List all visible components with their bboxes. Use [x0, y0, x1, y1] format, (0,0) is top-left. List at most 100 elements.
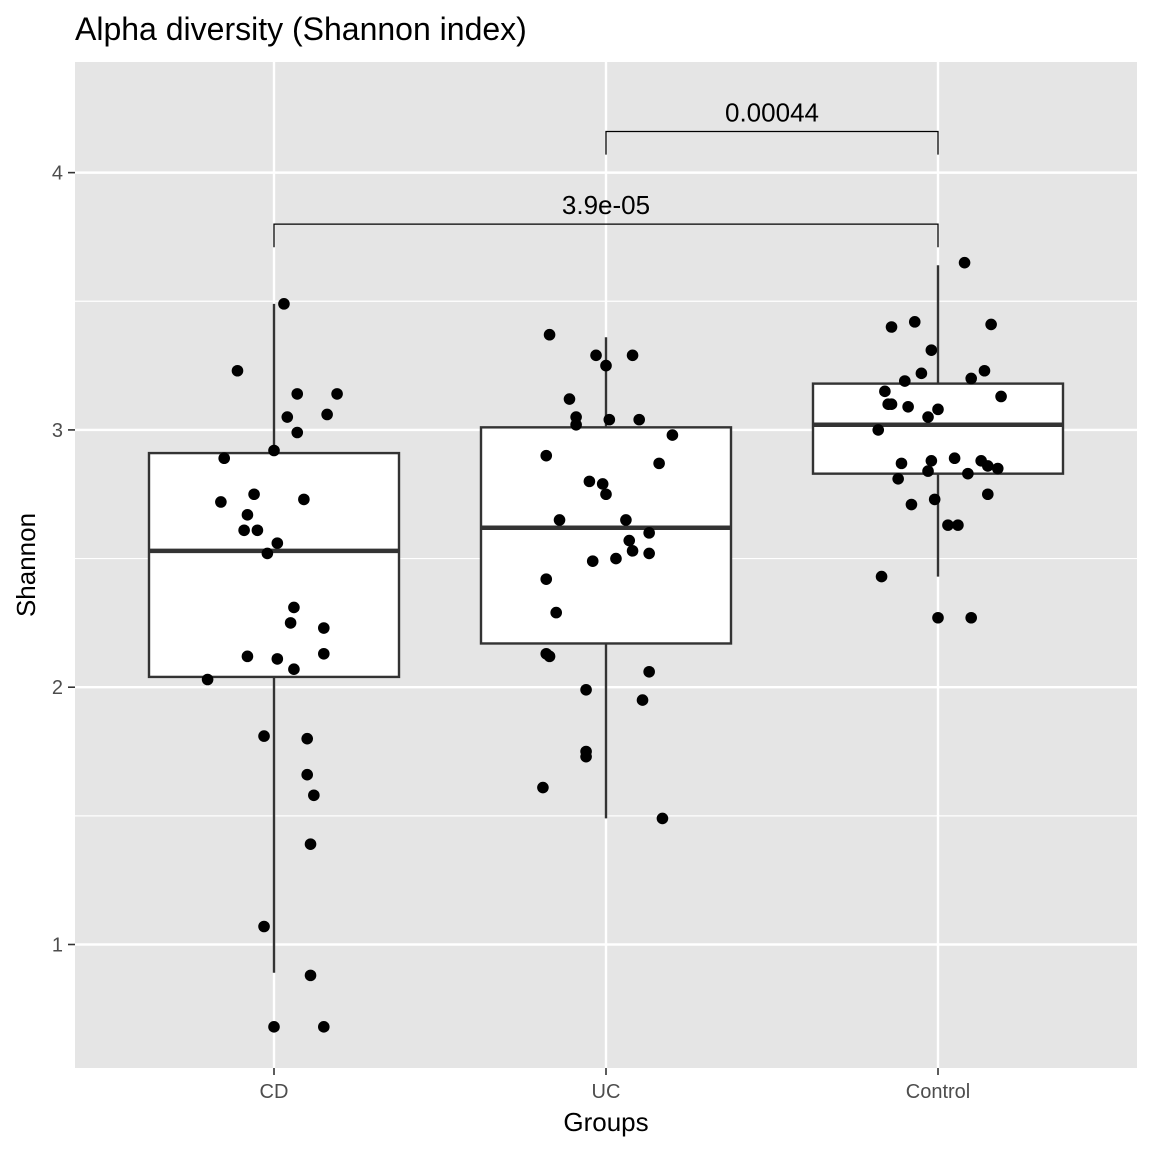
data-point: [288, 663, 300, 676]
data-point: [261, 547, 274, 560]
data-point: [643, 527, 655, 539]
data-point: [620, 514, 632, 526]
data-point: [925, 454, 938, 467]
data-point: [643, 665, 655, 678]
data-point: [885, 398, 898, 410]
data-point: [563, 393, 576, 405]
data-point: [268, 1021, 280, 1033]
data-point: [304, 969, 317, 982]
data-point: [304, 838, 317, 850]
data-point: [965, 372, 977, 385]
data-point: [248, 488, 260, 501]
data-point: [215, 496, 227, 508]
data-point: [872, 424, 885, 436]
data-point: [543, 328, 556, 341]
data-point: [318, 1021, 330, 1033]
data-point: [201, 673, 214, 686]
data-point: [982, 488, 994, 501]
data-point: [965, 611, 977, 624]
data-point: [540, 573, 553, 585]
y-tick-label: 3: [52, 420, 63, 442]
data-point: [633, 413, 645, 426]
data-point: [922, 465, 934, 477]
data-point: [600, 488, 612, 501]
data-point: [942, 519, 954, 531]
data-point: [268, 444, 280, 457]
data-point: [288, 601, 300, 614]
data-point: [915, 367, 928, 380]
data-point: [308, 789, 320, 802]
data-point: [899, 375, 911, 387]
data-point: [284, 617, 297, 629]
box: [811, 382, 1065, 475]
data-point: [902, 400, 914, 413]
data-point: [895, 457, 908, 470]
data-point: [925, 344, 938, 356]
data-point: [643, 547, 655, 560]
data-point: [251, 524, 264, 537]
data-point: [318, 622, 330, 634]
y-tick-label: 2: [52, 677, 63, 699]
data-point: [281, 411, 294, 423]
data-point: [271, 537, 284, 549]
y-tick-label: 4: [52, 163, 63, 185]
data-point: [241, 509, 254, 521]
data-point: [636, 694, 649, 706]
comparison-p-value: 3.9e-05: [562, 190, 650, 220]
data-point: [590, 349, 602, 362]
data-point: [218, 452, 230, 465]
y-tick-label: 1: [52, 935, 63, 957]
data-point: [879, 385, 891, 398]
data-point: [623, 534, 636, 547]
y-axis-title: Shannon: [11, 513, 41, 617]
data-point: [982, 460, 994, 472]
data-point: [932, 611, 944, 624]
data-point: [241, 650, 254, 663]
data-point: [258, 920, 270, 933]
data-points: [201, 256, 1007, 1033]
y-axis: 1 2 3 4: [52, 163, 75, 957]
data-point: [570, 418, 582, 431]
data-point: [278, 298, 290, 310]
x-axis: CD UC Control: [260, 1068, 970, 1103]
data-point: [952, 519, 964, 531]
data-point: [978, 364, 991, 377]
data-point: [600, 359, 612, 372]
data-point: [948, 452, 961, 465]
x-tick-label: CD: [260, 1081, 289, 1103]
x-tick-label: UC: [592, 1081, 621, 1103]
box: [147, 451, 401, 679]
data-point: [626, 349, 639, 362]
data-point: [908, 316, 921, 328]
data-point: [991, 462, 1004, 475]
comparison-p-value: 0.00044: [725, 97, 819, 127]
data-point: [580, 750, 592, 763]
data-point: [626, 545, 639, 557]
data-point: [231, 364, 244, 377]
data-point: [583, 475, 596, 488]
data-point: [928, 493, 941, 506]
data-point: [596, 478, 609, 490]
data-point: [298, 493, 310, 506]
data-point: [537, 781, 549, 794]
data-point: [301, 768, 314, 781]
data-point: [653, 457, 665, 470]
data-point: [580, 683, 592, 696]
data-point: [331, 388, 343, 400]
data-point: [932, 403, 944, 416]
x-tick-label: Control: [906, 1081, 970, 1103]
data-point: [985, 318, 997, 331]
data-point: [922, 411, 934, 423]
data-point: [610, 552, 622, 565]
data-point: [540, 449, 553, 462]
data-point: [238, 524, 250, 537]
data-point: [586, 555, 599, 567]
data-point: [291, 388, 304, 400]
data-point: [892, 473, 904, 485]
data-point: [958, 256, 971, 269]
comparison-bracket: [605, 130, 939, 155]
box: [479, 426, 733, 645]
comparison-bracket: [273, 223, 939, 248]
data-point: [995, 390, 1007, 403]
